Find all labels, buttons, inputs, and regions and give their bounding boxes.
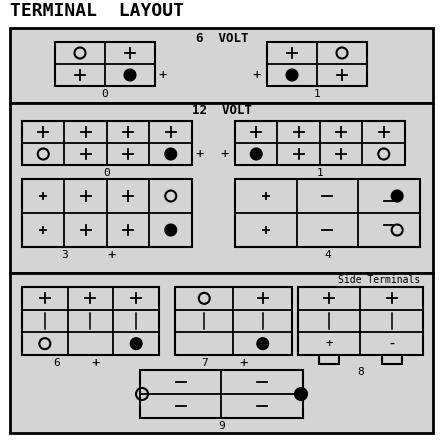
Text: +: + [253, 68, 261, 82]
Text: +: + [91, 356, 100, 370]
Text: 6: 6 [53, 358, 60, 368]
Circle shape [131, 338, 142, 349]
Text: -: - [387, 336, 396, 351]
Bar [10, 103, 433, 273]
Bar [22, 121, 192, 165]
Bar [22, 179, 192, 247]
Bar [22, 287, 159, 355]
Circle shape [295, 388, 307, 400]
Bar [319, 355, 339, 364]
Bar [235, 179, 420, 247]
Bar [267, 42, 367, 86]
Bar [235, 121, 405, 165]
Bar [140, 370, 303, 418]
Bar [298, 287, 423, 355]
Text: +: + [159, 68, 167, 82]
Bar [10, 273, 433, 433]
Text: TERMINAL  LAYOUT: TERMINAL LAYOUT [10, 2, 184, 20]
Text: 3: 3 [61, 250, 68, 260]
Text: 0: 0 [101, 89, 109, 99]
Text: +: + [108, 248, 116, 262]
Bar [55, 42, 155, 86]
Bar [175, 287, 292, 355]
Text: Side Terminals: Side Terminals [338, 275, 420, 285]
Text: 1: 1 [314, 89, 320, 99]
Text: +: + [221, 147, 229, 161]
Text: 6  VOLT: 6 VOLT [196, 31, 248, 44]
Text: +: + [196, 147, 204, 161]
Text: 7: 7 [201, 358, 208, 368]
Circle shape [287, 70, 298, 81]
Bar [382, 355, 402, 364]
Text: 0: 0 [104, 168, 110, 178]
Circle shape [392, 190, 403, 202]
Circle shape [165, 148, 176, 159]
Text: 12  VOLT: 12 VOLT [192, 104, 252, 117]
Circle shape [165, 225, 176, 236]
Text: 8: 8 [357, 367, 364, 377]
Circle shape [257, 338, 268, 349]
Circle shape [124, 70, 136, 81]
Circle shape [251, 148, 262, 159]
Text: 4: 4 [324, 250, 331, 260]
Text: 9: 9 [218, 421, 225, 431]
Text: +: + [326, 337, 333, 350]
Bar [10, 28, 433, 103]
Text: +: + [239, 356, 248, 370]
Text: 1: 1 [317, 168, 323, 178]
